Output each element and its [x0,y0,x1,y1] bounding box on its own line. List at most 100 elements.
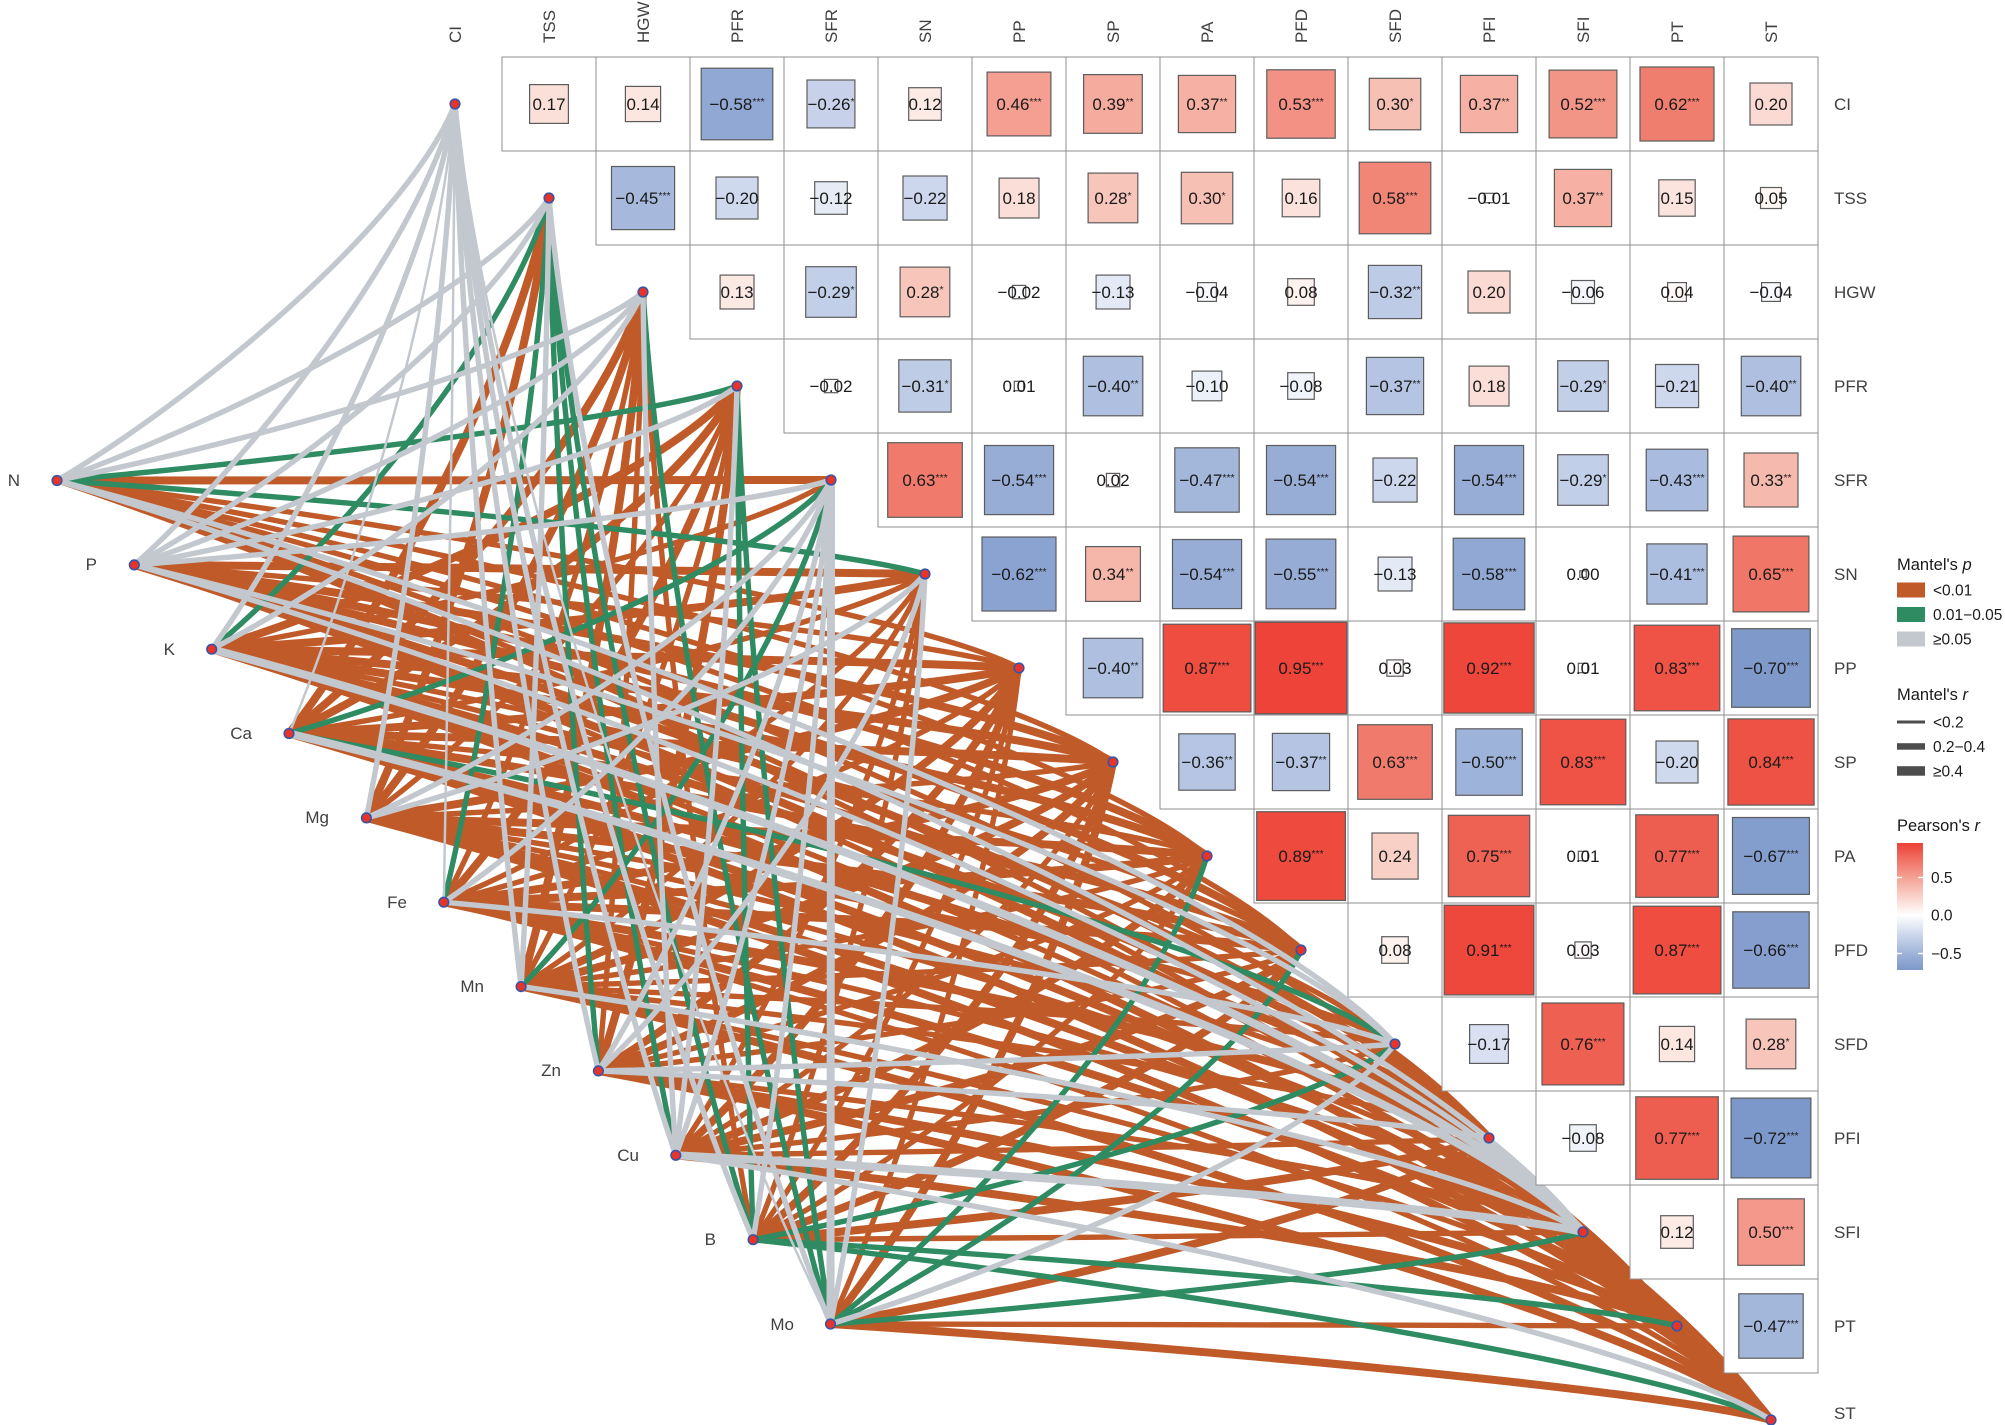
svg-text:TSS: TSS [540,10,559,43]
svg-text:Mantel's r: Mantel's r [1897,686,1970,704]
svg-text:0.02: 0.02 [1096,471,1129,490]
svg-text:0.34**: 0.34** [1092,565,1133,584]
svg-text:SN: SN [1834,565,1858,584]
svg-text:Mo: Mo [770,1315,794,1334]
svg-text:−0.02: −0.02 [809,377,852,396]
svg-text:HGW: HGW [634,1,653,43]
svg-text:PFI: PFI [1834,1129,1860,1148]
svg-text:−0.66***: −0.66*** [1743,941,1798,960]
svg-text:−0.04: −0.04 [1749,283,1792,302]
svg-text:−0.40**: −0.40** [1087,377,1138,396]
svg-text:0.05: 0.05 [1754,189,1787,208]
svg-text:−0.22: −0.22 [903,189,946,208]
svg-text:P: P [86,555,97,574]
svg-text:0.01: 0.01 [1002,377,1035,396]
svg-text:0.12: 0.12 [908,95,941,114]
svg-text:0.15: 0.15 [1660,189,1693,208]
svg-text:0.28*: 0.28* [906,283,943,302]
svg-text:−0.40**: −0.40** [1745,377,1796,396]
svg-text:−0.08: −0.08 [1561,1129,1604,1148]
svg-text:0.03: 0.03 [1378,659,1411,678]
svg-text:−0.31*: −0.31* [901,377,948,396]
svg-text:−0.13: −0.13 [1091,283,1134,302]
svg-text:−0.5: −0.5 [1931,946,1962,963]
svg-text:−0.54***: −0.54*** [1179,565,1234,584]
svg-text:PT: PT [1834,1317,1856,1336]
svg-text:−0.20: −0.20 [1655,753,1698,772]
svg-text:0.17: 0.17 [532,95,565,114]
svg-text:PFD: PFD [1834,941,1868,960]
svg-text:PA: PA [1198,21,1217,43]
svg-text:SP: SP [1104,20,1123,43]
svg-text:Mg: Mg [305,808,329,827]
svg-text:−0.41***: −0.41*** [1649,565,1704,584]
svg-text:PT: PT [1668,21,1687,43]
svg-text:CI: CI [1834,95,1851,114]
svg-text:SFD: SFD [1386,9,1405,43]
svg-text:−0.58***: −0.58*** [1461,565,1516,584]
svg-text:0.04: 0.04 [1660,283,1693,302]
svg-text:<0.01: <0.01 [1933,583,1972,600]
svg-text:0.30*: 0.30* [1376,95,1413,114]
svg-text:K: K [164,640,176,659]
svg-text:−0.08: −0.08 [1279,377,1322,396]
svg-text:SFR: SFR [822,9,841,43]
svg-text:−0.13: −0.13 [1373,565,1416,584]
svg-text:<0.2: <0.2 [1933,715,1964,732]
svg-text:−0.29*: −0.29* [1559,377,1606,396]
svg-text:0.24: 0.24 [1378,847,1411,866]
svg-text:−0.29*: −0.29* [807,283,854,302]
svg-text:−0.01: −0.01 [1467,189,1510,208]
svg-text:−0.22: −0.22 [1373,471,1416,490]
svg-text:−0.37**: −0.37** [1369,377,1420,396]
svg-text:−0.43***: −0.43*** [1649,471,1704,490]
svg-text:≥0.05: ≥0.05 [1933,632,1972,649]
svg-text:−0.32**: −0.32** [1369,283,1420,302]
svg-text:−0.04: −0.04 [1185,283,1228,302]
svg-text:−0.54***: −0.54*** [991,471,1046,490]
svg-text:0.37**: 0.37** [1186,95,1227,114]
svg-text:−0.54***: −0.54*** [1273,471,1328,490]
svg-text:0.12: 0.12 [1660,1223,1693,1242]
svg-text:0.28*: 0.28* [1094,189,1131,208]
svg-text:−0.10: −0.10 [1185,377,1228,396]
svg-text:Pearson's r: Pearson's r [1897,817,1981,835]
svg-text:PFR: PFR [728,9,747,43]
svg-text:0.37**: 0.37** [1562,189,1603,208]
svg-text:0.37**: 0.37** [1468,95,1509,114]
svg-text:Zn: Zn [541,1061,561,1080]
svg-text:−0.29*: −0.29* [1559,471,1606,490]
svg-text:0.01: 0.01 [1566,659,1599,678]
svg-text:PFR: PFR [1834,377,1868,396]
svg-text:HGW: HGW [1834,283,1876,302]
svg-text:PFD: PFD [1292,9,1311,43]
svg-text:−0.06: −0.06 [1561,283,1604,302]
svg-text:SFR: SFR [1834,471,1868,490]
svg-text:−0.47***: −0.47*** [1743,1317,1798,1336]
svg-text:−0.02: −0.02 [997,283,1040,302]
svg-text:−0.40**: −0.40** [1087,659,1138,678]
svg-text:−0.37**: −0.37** [1275,753,1326,772]
svg-text:SN: SN [916,19,935,43]
svg-text:PP: PP [1834,659,1857,678]
svg-text:PA: PA [1834,847,1856,866]
svg-text:−0.26*: −0.26* [807,95,854,114]
svg-text:−0.36**: −0.36** [1181,753,1232,772]
svg-text:0.5: 0.5 [1931,870,1953,887]
svg-text:0.14: 0.14 [626,95,659,114]
svg-text:0.16: 0.16 [1284,189,1317,208]
svg-text:0.20: 0.20 [1472,283,1505,302]
svg-text:SP: SP [1834,753,1857,772]
svg-text:SFI: SFI [1574,17,1593,43]
svg-text:0.0: 0.0 [1931,908,1953,925]
svg-text:0.14: 0.14 [1660,1035,1693,1054]
svg-text:0.13: 0.13 [720,283,753,302]
svg-text:−0.72***: −0.72*** [1743,1129,1798,1148]
svg-text:0.08: 0.08 [1378,941,1411,960]
svg-text:0.01−0.05: 0.01−0.05 [1933,607,2002,624]
svg-text:Mantel's p: Mantel's p [1897,556,1972,574]
svg-text:0.20: 0.20 [1754,95,1787,114]
svg-text:−0.58***: −0.58*** [709,95,764,114]
svg-text:≥0.4: ≥0.4 [1933,764,1963,781]
svg-text:N: N [8,471,20,490]
